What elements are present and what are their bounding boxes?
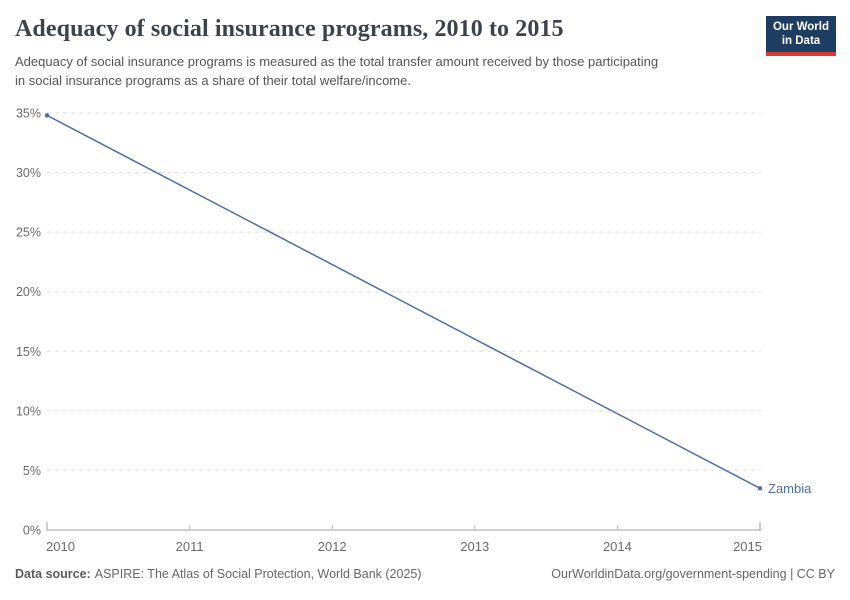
y-tick-label: 15% — [16, 345, 41, 359]
owid-logo-line1: Our World — [772, 21, 829, 33]
entity-label-zambia[interactable]: Zambia — [768, 481, 812, 496]
y-tick-label: 20% — [16, 285, 41, 299]
x-tick-label: 2014 — [603, 539, 632, 554]
y-tick-label: 30% — [16, 166, 41, 180]
chart-header: Adequacy of social insurance programs, 2… — [0, 0, 850, 90]
line-chart: 0% 5% 10% 15% 20% 25% 30% 35% 2010 2011 2012 2013 20… — [16, 107, 812, 555]
data-point[interactable] — [757, 486, 763, 491]
owid-logo[interactable]: Our World in Data — [766, 16, 836, 56]
chart-subtitle: Adequacy of social insurance programs is… — [15, 54, 659, 88]
owid-logo-line2: in Data — [781, 35, 821, 48]
data-source-text: ASPIRE: The Atlas of Social Protection, … — [94, 567, 422, 581]
x-tick-label: 2015 — [733, 539, 762, 554]
data-source: Data source: ASPIRE: The Atlas of Social … — [15, 567, 422, 581]
x-tick-label: 2012 — [318, 539, 347, 554]
footer-link[interactable]: OurWorldinData.org/government-spending |… — [551, 567, 835, 581]
chart-footer: Data source: ASPIRE: The Atlas of Social … — [0, 567, 850, 581]
data-point[interactable] — [44, 113, 50, 118]
y-tick-label: 10% — [16, 404, 41, 418]
chart-title: Adequacy of social insurance programs, 2… — [15, 16, 564, 42]
x-tick-label: 2011 — [176, 539, 204, 554]
x-tick-label: 2010 — [46, 539, 75, 554]
y-tick-label: 5% — [23, 464, 41, 478]
series-line-zambia[interactable] — [46, 114, 761, 489]
y-tick-label: 25% — [16, 226, 41, 240]
x-tick-label: 2013 — [460, 539, 489, 554]
y-tick-label: 0% — [23, 524, 41, 538]
y-tick-label: 35% — [16, 107, 41, 121]
data-source-label: Data source: — [15, 567, 91, 581]
